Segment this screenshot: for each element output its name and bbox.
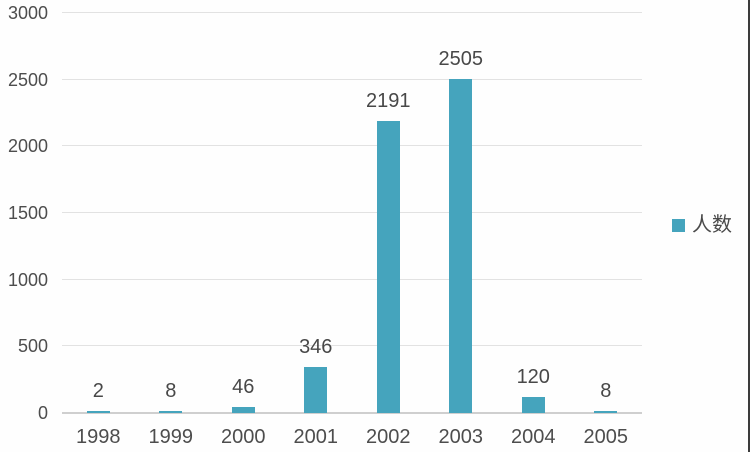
gridline-2500: [62, 78, 642, 80]
bar-2004: [521, 397, 545, 413]
bar-2002: [376, 120, 400, 413]
y-tick-label-0: 0: [37, 403, 48, 423]
value-label-2004: 120: [516, 366, 550, 388]
x-tick-label-2004: 2004: [511, 426, 556, 448]
gridline-3000: [62, 12, 642, 13]
value-label-2005: 8: [600, 380, 612, 402]
bar-1998: [86, 411, 110, 413]
gridline-0: [62, 412, 642, 414]
y-tick-label-3000: 3000: [7, 3, 48, 23]
x-tick-label-1999: 1999: [148, 426, 194, 448]
bar-2000: [231, 406, 255, 413]
value-label-2000: 46: [232, 375, 255, 398]
legend-series-label: 人数: [692, 214, 732, 236]
bar-2001: [304, 366, 328, 413]
gridline-1500: [62, 212, 642, 213]
value-label-2001: 346: [299, 335, 333, 358]
x-tick-label-2001: 2001: [293, 426, 339, 448]
gridline-2000: [62, 145, 642, 147]
value-label-2003: 2505: [438, 48, 484, 70]
value-label-1999: 8: [165, 380, 177, 402]
y-tick-label-1000: 1000: [7, 269, 48, 290]
legend-swatch-icon: [672, 218, 685, 232]
y-tick-label-1500: 1500: [7, 203, 48, 223]
gridline-1000: [62, 278, 642, 280]
bar-2005: [594, 411, 618, 413]
y-tick-label-2500: 2500: [7, 69, 48, 90]
x-tick-label-2005: 2005: [583, 426, 629, 448]
value-label-1998: 2: [92, 380, 104, 402]
x-tick-label-1998: 1998: [76, 426, 121, 448]
gridline-500: [62, 345, 642, 347]
bar-2003: [449, 79, 473, 413]
y-tick-label-500: 500: [17, 336, 48, 357]
screenshot-right-edge: [748, 0, 750, 452]
bar-1999: [159, 411, 183, 413]
x-tick-label-2002: 2002: [366, 426, 411, 448]
x-tick-label-2000: 2000: [221, 426, 266, 448]
y-tick-label-2000: 2000: [7, 136, 48, 157]
legend: 人数: [672, 212, 732, 238]
x-tick-label-2003: 2003: [438, 426, 484, 448]
value-label-2002: 2191: [366, 89, 411, 112]
